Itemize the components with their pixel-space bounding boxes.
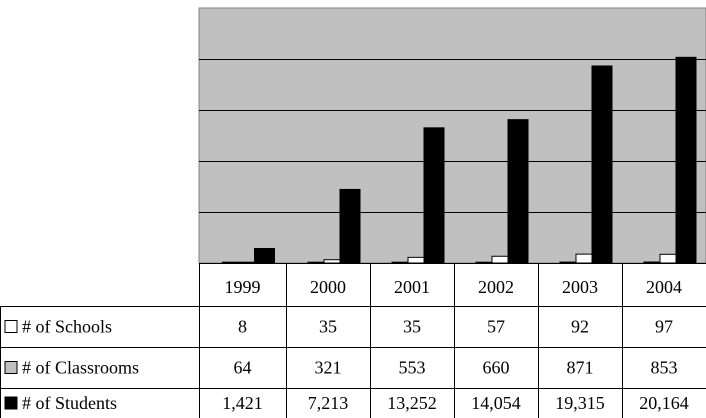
data-label: 660 <box>483 358 510 378</box>
legend-swatch--of-schools <box>4 320 18 333</box>
bar--of-schools-2004 <box>643 261 661 264</box>
legend-label: # of Classrooms <box>22 358 139 378</box>
bar--of-students-2002 <box>507 119 529 264</box>
category-label-2000: 2000 <box>310 277 346 297</box>
data-label: 97 <box>655 317 673 337</box>
data-label: 64 <box>234 358 252 378</box>
legend-swatch--of-students <box>4 396 18 410</box>
bar--of-classrooms-1999 <box>238 261 255 264</box>
bar--of-classrooms-2003 <box>575 253 593 264</box>
bar--of-schools-2000 <box>307 261 325 264</box>
legend-label: # of Schools <box>22 317 112 337</box>
bar--of-students-2000 <box>339 188 361 264</box>
data-label: 13,252 <box>387 393 437 413</box>
legend-label: # of Students <box>22 393 117 413</box>
data-label: 871 <box>567 358 594 378</box>
category-label-2004: 2004 <box>646 277 682 297</box>
bar--of-schools-1999 <box>222 261 239 264</box>
data-label: 14,054 <box>471 393 521 413</box>
bar--of-classrooms-2001 <box>407 256 425 264</box>
bar--of-schools-2001 <box>391 261 409 264</box>
category-label-2001: 2001 <box>394 277 430 297</box>
category-label-2002: 2002 <box>478 277 514 297</box>
data-label: 321 <box>315 358 342 378</box>
bar--of-students-1999 <box>254 248 275 264</box>
data-label: 35 <box>319 317 337 337</box>
legend-swatch--of-classrooms <box>4 361 18 374</box>
bar--of-classrooms-2004 <box>659 253 677 264</box>
data-label: 553 <box>399 358 426 378</box>
bar--of-schools-2002 <box>475 261 493 264</box>
data-label: 19,315 <box>555 393 605 413</box>
data-label: 8 <box>238 317 247 337</box>
data-label: 1,421 <box>222 393 263 413</box>
bar--of-students-2003 <box>591 65 613 264</box>
category-label-2003: 2003 <box>562 277 598 297</box>
data-label: 853 <box>651 358 678 378</box>
bar--of-classrooms-2000 <box>323 259 341 264</box>
data-label: 35 <box>403 317 421 337</box>
bar--of-schools-2003 <box>559 261 577 264</box>
data-label: 20,164 <box>639 393 689 413</box>
bar--of-students-2004 <box>675 56 697 264</box>
plot-area <box>198 7 706 264</box>
bar--of-students-2001 <box>423 127 445 264</box>
data-label: 57 <box>487 317 505 337</box>
data-table: 1999 2000 2001 2002 2003 2004 # of Schools 8 35 3… <box>0 263 706 418</box>
gridlines <box>199 59 706 213</box>
category-label-1999: 1999 <box>225 277 261 297</box>
data-label: 92 <box>571 317 589 337</box>
bar--of-classrooms-2002 <box>491 255 509 264</box>
data-label: 7,213 <box>308 393 349 413</box>
